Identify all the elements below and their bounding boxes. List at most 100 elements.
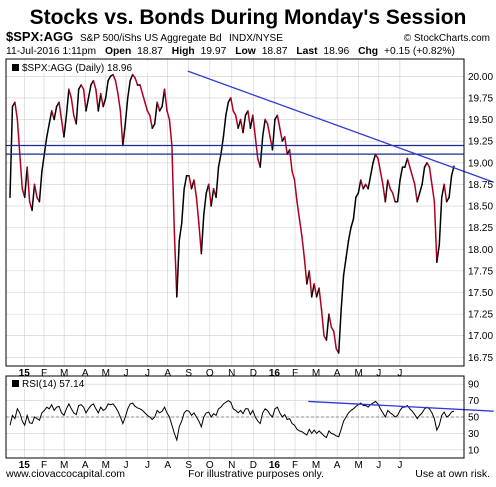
price-segment xyxy=(158,105,163,112)
footer-center: For illustrative purposes only. xyxy=(188,468,324,480)
price-segment xyxy=(82,88,87,112)
price-segment xyxy=(337,309,342,354)
price-segment xyxy=(438,196,443,246)
price-segment xyxy=(225,101,230,116)
price-segment xyxy=(426,162,431,168)
price-segment xyxy=(276,114,281,129)
price-segment xyxy=(176,239,181,298)
main-x-tick-label: M xyxy=(354,368,362,379)
price-segment xyxy=(100,92,104,108)
main-y-tick-label: 19.25 xyxy=(468,137,493,148)
rsi-x-tick-label: D xyxy=(250,460,257,471)
main-x-tick-label: J xyxy=(397,368,402,379)
quote-low-value: 18.87 xyxy=(262,46,288,57)
quote-high-value: 19.97 xyxy=(201,46,227,57)
rsi-x-tick-label: A xyxy=(82,460,89,471)
price-segment xyxy=(112,73,117,82)
rsi-x-tick-label: F xyxy=(41,460,47,471)
price-segment xyxy=(9,105,14,199)
rsi-x-tick-label: J xyxy=(397,460,402,471)
price-segment xyxy=(328,313,333,328)
rsi-x-tick-label: N xyxy=(228,460,235,471)
main-y-tick-label: 19.00 xyxy=(468,158,493,169)
rsi-x-tick-label: S xyxy=(185,460,192,471)
price-segment xyxy=(448,175,453,199)
price-segment xyxy=(203,192,207,216)
price-segment xyxy=(347,226,352,242)
main-y-tick-label: 19.50 xyxy=(468,115,493,126)
price-segment xyxy=(46,123,50,138)
rsi-y-axis: 90 70 50 30 10 xyxy=(468,380,480,457)
price-segment xyxy=(144,101,149,112)
rsi-x-axis: 15 F M A M J J A S O N D 16 F M A M J J xyxy=(19,460,403,471)
price-segment xyxy=(58,101,63,121)
price-segment xyxy=(418,183,423,194)
main-x-tick-label: O xyxy=(206,368,214,379)
footer-right: Use at own risk. xyxy=(415,468,490,480)
quote-low-label: Low xyxy=(235,46,257,57)
rsi-trendline xyxy=(308,400,494,412)
main-x-tick-label: M xyxy=(312,368,320,379)
main-price-series xyxy=(6,70,494,354)
rsi-x-tick-label: M xyxy=(354,460,362,471)
price-segment xyxy=(87,84,92,99)
main-x-tick-label: 15 xyxy=(19,368,31,379)
price-segment xyxy=(119,110,124,147)
legend-box xyxy=(8,61,156,73)
rsi-y-tick-label: 50 xyxy=(468,413,480,424)
price-segment xyxy=(26,166,31,203)
quote-open-value: 18.87 xyxy=(137,46,163,57)
rsi-y-tick-label: 10 xyxy=(468,445,480,456)
price-segment xyxy=(433,200,438,263)
price-segment xyxy=(421,166,426,186)
quote-open-label: Open xyxy=(105,46,131,57)
price-segment xyxy=(53,105,58,121)
price-segment xyxy=(345,239,350,259)
price-segment xyxy=(372,153,377,164)
price-segment xyxy=(264,118,269,125)
price-segment xyxy=(129,73,134,82)
source-label: © StockCharts.com xyxy=(404,33,490,44)
price-segment xyxy=(210,187,215,207)
main-x-tick-label: F xyxy=(292,368,298,379)
price-segment xyxy=(92,79,97,91)
quote-last-value: 18.96 xyxy=(323,46,349,57)
main-panel-frame xyxy=(5,58,465,367)
price-segment xyxy=(291,170,296,181)
rsi-x-tick-label: 15 xyxy=(19,460,31,471)
price-segment xyxy=(183,175,188,190)
main-x-tick-label: J xyxy=(376,368,381,379)
price-segment xyxy=(217,153,222,168)
main-x-tick-label: A xyxy=(82,368,89,379)
quote-high-label: High xyxy=(172,46,195,57)
price-trendline xyxy=(187,70,494,183)
quote-last-label: Last xyxy=(296,46,318,57)
main-x-tick-label: D xyxy=(250,368,257,379)
price-segment xyxy=(396,179,401,203)
price-segment xyxy=(178,222,183,242)
price-segment xyxy=(23,166,28,199)
price-segment xyxy=(409,166,414,177)
legend-swatch xyxy=(12,64,19,71)
price-segment xyxy=(428,166,433,186)
price-segment xyxy=(296,200,301,220)
price-segment xyxy=(124,97,129,125)
main-x-tick-label: A xyxy=(164,368,171,379)
price-segment xyxy=(68,88,73,99)
quote-chg-value: +0.15 (+0.82%) xyxy=(384,46,455,57)
price-segment xyxy=(310,283,315,298)
exchange-label: INDX/NYSE xyxy=(229,33,283,44)
price-segment xyxy=(303,257,308,285)
price-segment xyxy=(369,162,374,177)
price-segment xyxy=(443,183,448,203)
price-segment xyxy=(122,123,127,147)
price-segment xyxy=(318,287,323,311)
price-segment xyxy=(387,179,391,190)
rsi-x-tick-label: 16 xyxy=(269,460,281,471)
rsi-label: RSI(14) 57.14 xyxy=(22,379,85,390)
price-segment xyxy=(117,92,122,112)
main-y-tick-label: 17.75 xyxy=(468,266,493,277)
price-segment xyxy=(80,84,85,91)
price-segment xyxy=(200,213,205,255)
